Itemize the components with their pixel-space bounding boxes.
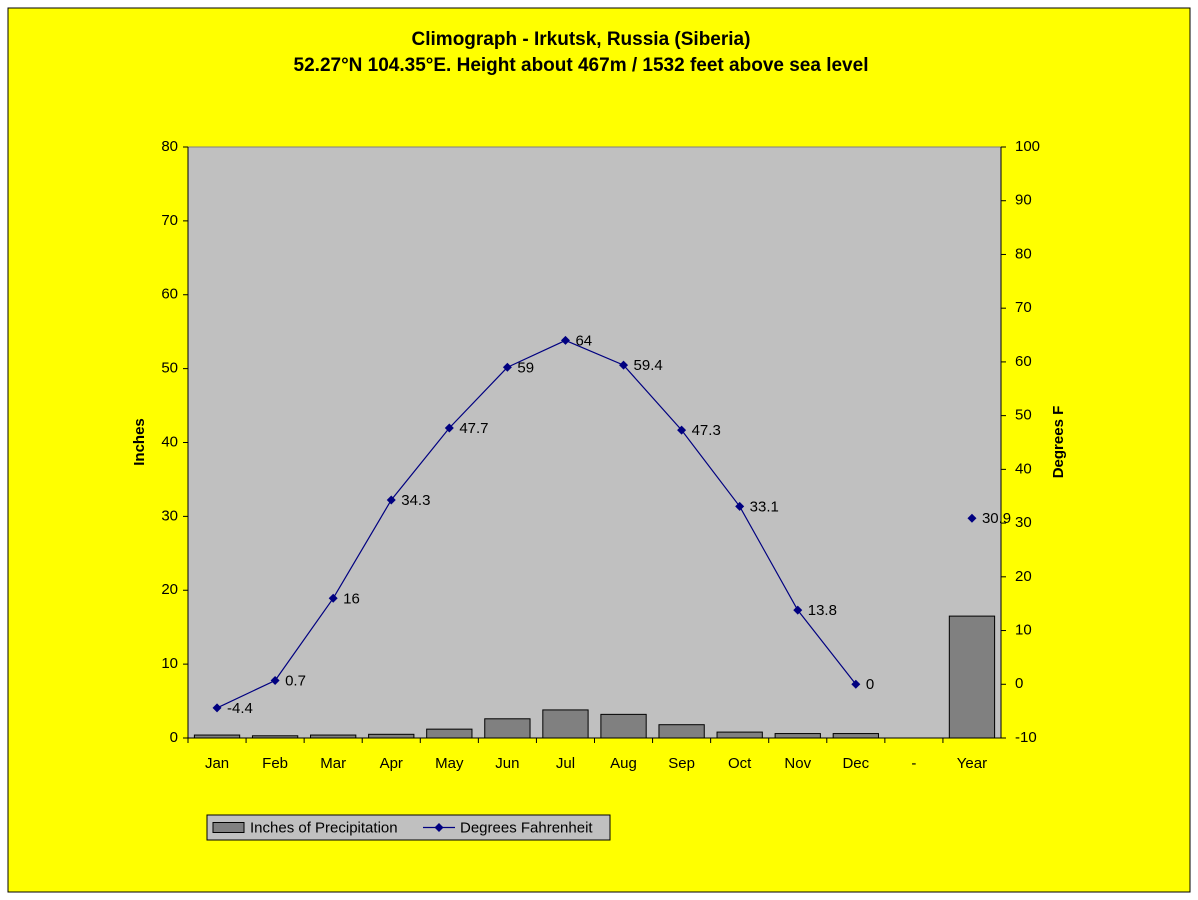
bar (658, 724, 705, 739)
bar (251, 735, 299, 739)
y-tick-label: 20 (161, 581, 178, 598)
chart-title: Climograph - Irkutsk, Russia (Siberia) (412, 29, 751, 50)
data-label: 59.4 (634, 357, 663, 374)
legend-label: Inches of Precipitation (250, 819, 398, 836)
x-tick-label: Year (957, 755, 987, 772)
y-tick-label: 50 (161, 360, 178, 377)
y-tick-label: 0 (170, 729, 178, 746)
legend-label: Degrees Fahrenheit (460, 819, 593, 836)
data-label: 47.7 (459, 420, 488, 437)
chart-subtitle: 52.27°N 104.35°E. Height about 467m / 15… (294, 55, 869, 76)
x-tick-label: Jul (556, 755, 575, 772)
marker (677, 425, 687, 435)
marker (967, 513, 977, 523)
y2-tick-label: 100 (1015, 138, 1040, 155)
y2-tick-label: 20 (1015, 568, 1032, 585)
bar (484, 718, 531, 739)
marker (386, 495, 396, 505)
bar (368, 733, 415, 739)
x-tick-label: Feb (262, 755, 288, 772)
plot-area (187, 146, 1002, 739)
marker (619, 360, 629, 370)
y2-tick-label: 60 (1015, 353, 1032, 370)
marker (735, 501, 745, 511)
legend-swatch (434, 823, 444, 832)
bar (426, 728, 473, 739)
legend-swatch (212, 822, 245, 833)
marker (328, 593, 338, 603)
data-label: 0 (866, 676, 874, 693)
x-tick-label: Mar (320, 755, 346, 772)
y-tick-label: 10 (161, 655, 178, 672)
bar (600, 713, 647, 739)
x-tick-label: - (911, 755, 916, 772)
y-tick-label: 80 (161, 138, 178, 155)
x-tick-label: May (435, 755, 464, 772)
x-tick-label: Jan (205, 755, 229, 772)
data-label: 13.8 (808, 602, 837, 619)
bar (948, 615, 996, 739)
bar (193, 734, 241, 739)
y2-tick-label: 70 (1015, 299, 1032, 316)
bar (542, 709, 589, 739)
y-axis-title: Inches (131, 418, 148, 466)
y2-tick-label: 30 (1015, 514, 1032, 531)
x-tick-label: Oct (728, 755, 752, 772)
data-label: 47.3 (692, 422, 721, 439)
x-tick-label: Sep (668, 755, 695, 772)
x-tick-label: Jun (495, 755, 519, 772)
y2-tick-label: 40 (1015, 460, 1032, 477)
y2-tick-label: 90 (1015, 192, 1032, 209)
marker (444, 423, 454, 433)
y2-tick-label: 10 (1015, 622, 1032, 639)
data-label: 34.3 (401, 492, 430, 509)
y-tick-label: 30 (161, 507, 178, 524)
x-tick-label: Aug (610, 755, 637, 772)
marker (560, 335, 570, 345)
marker (212, 703, 222, 713)
data-label: 59 (517, 359, 534, 376)
y-tick-label: 70 (161, 212, 178, 229)
y-tick-label: 60 (161, 286, 178, 303)
y2-tick-label: -10 (1015, 729, 1037, 746)
marker (851, 679, 861, 689)
marker (270, 676, 280, 686)
data-label: 64 (575, 332, 592, 349)
data-label: 33.1 (750, 498, 779, 515)
y-tick-label: 40 (161, 433, 178, 450)
marker (502, 362, 512, 372)
bar (774, 733, 821, 739)
x-tick-label: Dec (842, 755, 869, 772)
bar (832, 733, 879, 739)
bar (310, 734, 357, 739)
bar (716, 731, 763, 739)
legend (206, 814, 611, 841)
y2-axis-title: Degrees F (1050, 406, 1067, 479)
x-tick-label: Apr (380, 755, 403, 772)
data-label: 16 (343, 590, 360, 607)
y2-tick-label: 0 (1015, 675, 1023, 692)
marker (793, 605, 803, 615)
y2-tick-label: 80 (1015, 245, 1032, 262)
x-tick-label: Nov (784, 755, 811, 772)
data-label: -4.4 (227, 700, 253, 717)
y2-tick-label: 50 (1015, 407, 1032, 424)
data-label: 0.7 (285, 672, 306, 689)
data-label: 30.9 (982, 510, 1011, 527)
